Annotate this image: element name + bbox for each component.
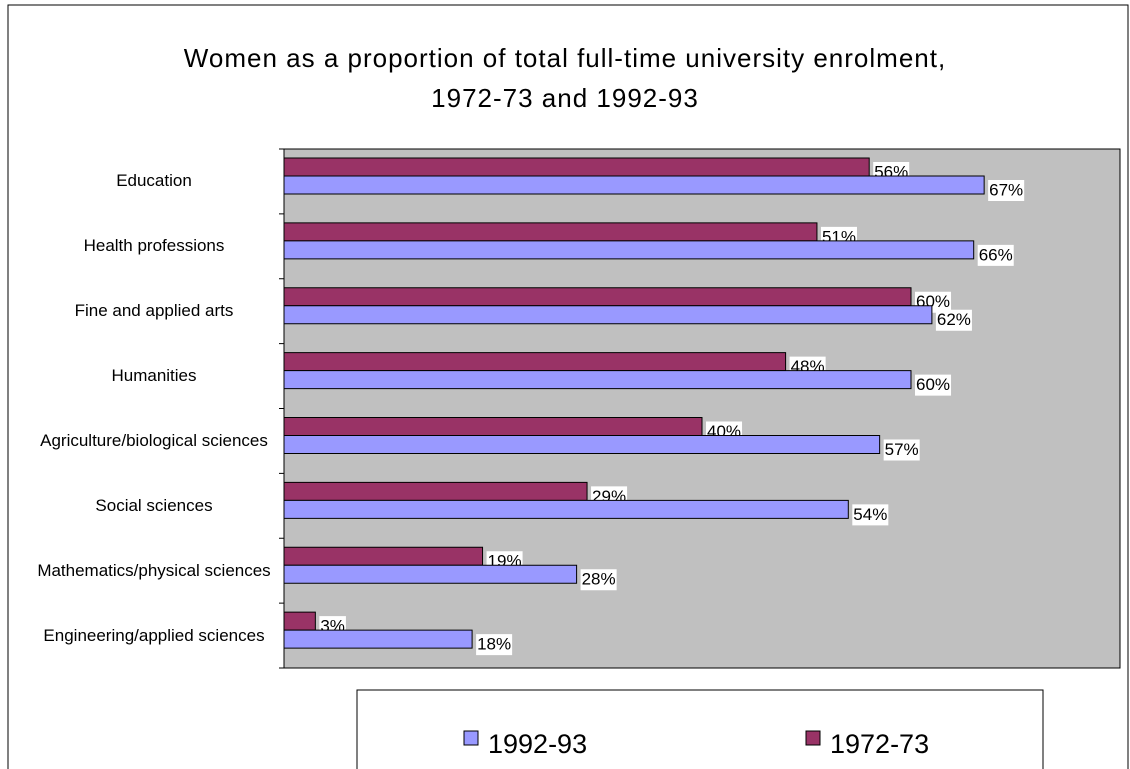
- data-label-bg: [977, 244, 1014, 266]
- legend-label: 1992-93: [488, 729, 587, 759]
- bar: [283, 564, 578, 584]
- data-label-bg: [580, 569, 617, 591]
- legend-box: [356, 689, 1044, 769]
- data-label: 28%: [582, 570, 616, 589]
- bar: [283, 499, 849, 519]
- data-label-bg: [852, 504, 889, 526]
- bar: [283, 157, 870, 177]
- data-label-bg: [883, 439, 920, 461]
- bar: [283, 629, 473, 649]
- y-tick-label: Health professions: [83, 236, 225, 256]
- data-label-bg: [915, 374, 952, 396]
- data-label-bg: [935, 309, 972, 331]
- y-tick-label: Social sciences: [95, 495, 213, 515]
- bar: [283, 435, 881, 454]
- legend-swatch: [463, 730, 479, 746]
- data-label: 67%: [989, 180, 1023, 199]
- data-label: 62%: [937, 310, 971, 329]
- y-tick-label: Education: [116, 171, 192, 191]
- data-label-bg: [988, 180, 1025, 201]
- bar: [283, 222, 818, 242]
- data-label: 18%: [477, 635, 511, 654]
- data-label: 66%: [979, 245, 1013, 264]
- bar: [283, 546, 484, 566]
- data-label: 57%: [885, 440, 919, 459]
- bar: [283, 175, 985, 195]
- bar: [283, 481, 588, 501]
- bar: [283, 370, 912, 390]
- y-tick-label: Agriculture/biological sciences: [40, 430, 268, 450]
- bar: [283, 240, 975, 260]
- bar: [283, 611, 316, 631]
- data-label: 54%: [853, 505, 887, 524]
- y-tick-label: Humanities: [111, 366, 197, 386]
- y-tick-label: Mathematics/physical sciences: [37, 560, 271, 580]
- y-tick-label: Fine and applied arts: [74, 301, 234, 321]
- bar: [283, 287, 912, 307]
- y-tick-label: Engineering/applied sciences: [43, 625, 265, 645]
- data-label-bg: [476, 634, 513, 656]
- data-label: 60%: [916, 375, 950, 394]
- bar: [283, 352, 787, 372]
- bar: [283, 305, 933, 325]
- chart-title: Women as a proportion of total full-time…: [183, 43, 947, 113]
- legend-swatch: [805, 730, 821, 746]
- legend-label: 1972-73: [830, 729, 929, 759]
- bar: [283, 417, 703, 436]
